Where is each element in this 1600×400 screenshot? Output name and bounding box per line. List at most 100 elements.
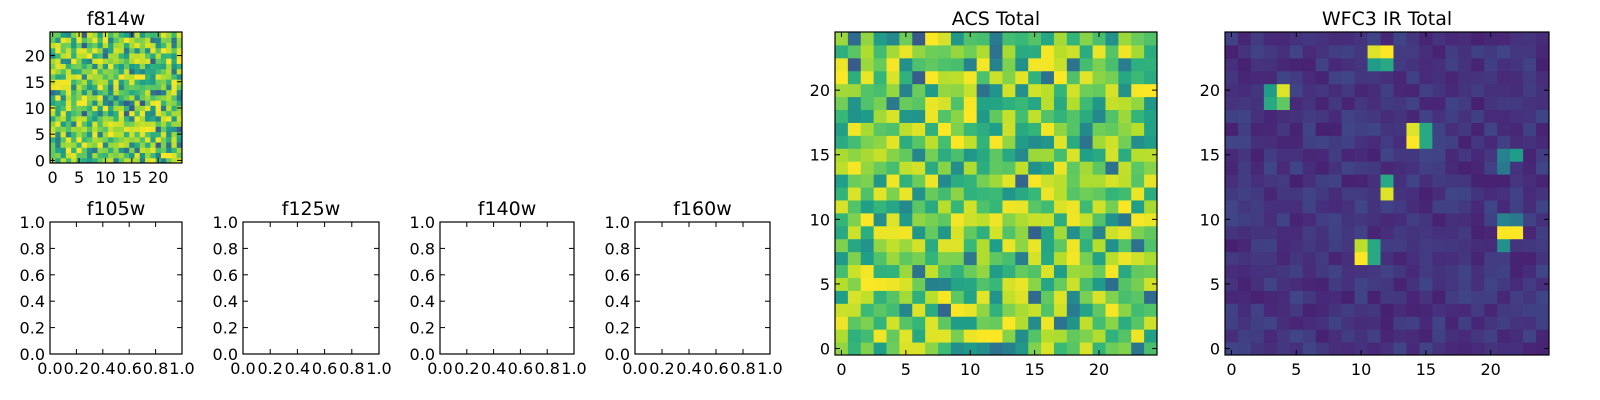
heatmap-cell <box>97 152 104 159</box>
heatmap-cell <box>1315 109 1330 123</box>
heatmap-cell <box>92 42 99 49</box>
heatmap-cell <box>1225 174 1239 188</box>
heatmap-cell <box>1237 199 1252 214</box>
heatmap-cell <box>71 89 77 96</box>
heatmap-cell <box>1028 342 1042 356</box>
heatmap-cell <box>1341 148 1356 162</box>
x-tick-label: 10 <box>960 360 980 379</box>
x-tick-label: 15 <box>122 168 142 187</box>
heatmap-cell <box>1066 316 1081 330</box>
heatmap-cell <box>60 157 67 164</box>
heatmap-cell <box>1002 109 1016 123</box>
heatmap-cell <box>1445 264 1459 278</box>
heatmap-cell <box>86 152 93 159</box>
heatmap-cell <box>102 110 109 117</box>
heatmap-cell <box>1066 161 1081 175</box>
heatmap-cell <box>1066 187 1081 201</box>
heatmap-cell <box>1144 135 1158 149</box>
heatmap-cell <box>925 174 939 188</box>
heatmap-cell <box>1015 122 1029 136</box>
heatmap-cell <box>899 83 913 98</box>
heatmap-cell <box>1131 212 1145 227</box>
heatmap-cell <box>1263 148 1278 162</box>
heatmap-cell <box>145 131 151 138</box>
heatmap-cell <box>86 110 93 117</box>
heatmap-cell <box>1131 122 1145 136</box>
heatmap-cell <box>1393 199 1407 214</box>
heatmap-cell <box>963 57 978 72</box>
heatmap-cell <box>123 63 130 70</box>
heatmap-cell <box>860 122 875 136</box>
heatmap-cell <box>938 277 952 291</box>
heatmap-cell <box>129 79 135 85</box>
heatmap-cell <box>950 329 965 343</box>
heatmap-cell <box>1302 342 1317 356</box>
heatmap-cell <box>55 94 62 101</box>
heatmap-cell <box>1041 251 1055 266</box>
heatmap-cell <box>108 100 114 106</box>
heatmap-cell <box>1432 290 1446 304</box>
heatmap-cell <box>108 89 114 96</box>
heatmap-cell <box>1302 238 1317 253</box>
heatmap-cell <box>1354 187 1369 201</box>
heatmap-cell <box>150 142 157 148</box>
heatmap-cell <box>1328 122 1343 136</box>
heatmap-cell <box>963 329 978 343</box>
heatmap-cell <box>92 142 99 148</box>
heatmap-cell <box>963 148 978 162</box>
heatmap-cell <box>1144 329 1158 343</box>
heatmap-cell <box>60 136 67 143</box>
heatmap-cell <box>65 121 72 127</box>
heatmap-cell <box>989 57 1003 72</box>
heatmap-cell <box>1002 238 1016 253</box>
heatmap-cell <box>912 264 926 278</box>
heatmap-cell <box>171 58 178 64</box>
heatmap-cell <box>1497 135 1511 149</box>
heatmap-cell <box>989 251 1003 266</box>
heatmap-cell <box>1144 161 1158 175</box>
heatmap-cell <box>1536 303 1550 317</box>
heatmap-cell <box>899 225 913 240</box>
x-tick-label: 10 <box>1351 360 1371 379</box>
heatmap-cell <box>1250 161 1265 175</box>
heatmap-cell <box>1536 290 1550 304</box>
heatmap-cell <box>1458 96 1472 111</box>
heatmap-cell <box>50 42 56 49</box>
heatmap-cell <box>899 303 913 317</box>
heatmap-cell <box>1079 83 1094 98</box>
heatmap-cell <box>139 131 146 138</box>
heatmap-cell <box>873 277 888 291</box>
heatmap-cell <box>1002 199 1016 214</box>
heatmap-cell <box>1510 329 1524 343</box>
heatmap-cell <box>1406 251 1420 266</box>
heatmap-cell <box>81 79 88 85</box>
heatmap-cell <box>123 42 130 49</box>
heatmap-cell <box>118 37 125 43</box>
heatmap-cell <box>1419 199 1433 214</box>
panel-title: ACS Total <box>952 8 1040 30</box>
heatmap-cell <box>71 58 77 64</box>
heatmap-cell <box>1079 187 1094 201</box>
heatmap-cell <box>886 329 900 343</box>
heatmap-cell <box>1341 264 1356 278</box>
heatmap-cell <box>176 32 183 38</box>
heatmap-cell <box>1066 342 1081 356</box>
heatmap-cell <box>886 277 900 291</box>
heatmap-cell <box>1354 96 1369 111</box>
y-tick-label: 15 <box>25 73 45 92</box>
heatmap-cell <box>118 110 125 117</box>
heatmap-cell <box>1041 342 1055 356</box>
heatmap-cell <box>835 70 849 85</box>
x-tick-label: 0.0 <box>427 359 452 378</box>
heatmap-cell <box>963 96 978 111</box>
heatmap-cell <box>1002 83 1016 98</box>
heatmap-cell <box>118 131 125 138</box>
heatmap-cell <box>1225 70 1239 85</box>
heatmap-cell <box>160 79 167 85</box>
heatmap-cell <box>118 68 125 75</box>
heatmap-cell <box>86 115 93 122</box>
heatmap-cell <box>1406 135 1420 149</box>
heatmap-cell <box>886 187 900 201</box>
heatmap-cell <box>166 142 172 148</box>
heatmap-cell <box>1315 238 1330 253</box>
